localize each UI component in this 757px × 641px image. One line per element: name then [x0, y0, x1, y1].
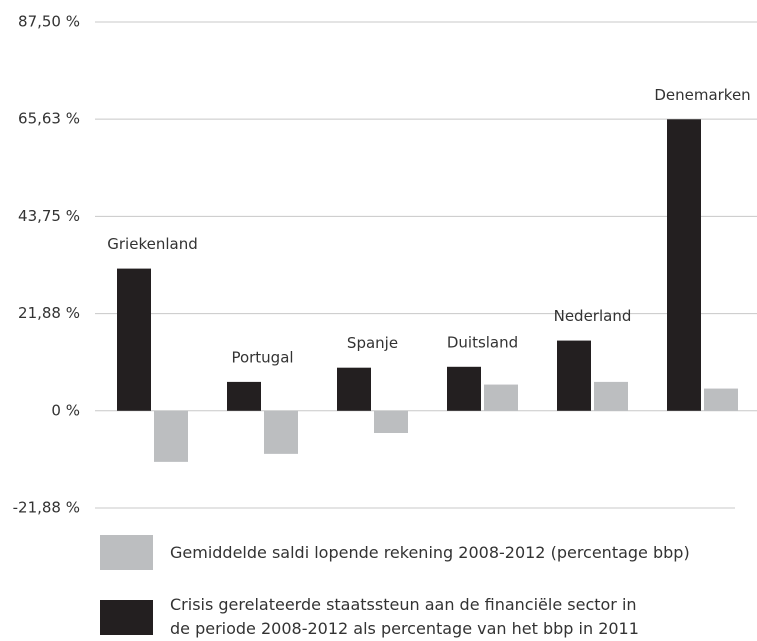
y-tick-label: -21,88 % — [13, 499, 80, 517]
y-tick-label: 21,88 % — [18, 304, 80, 322]
legend-label: Gemiddelde saldi lopende rekening 2008-2… — [170, 542, 690, 562]
legend-swatch — [100, 535, 153, 570]
legend-item: Gemiddelde saldi lopende rekening 2008-2… — [100, 535, 757, 570]
category-label: Portugal — [231, 348, 293, 366]
category-label: Nederland — [554, 307, 632, 325]
legend-item: Crisis gerelateerde staatssteun aan de f… — [100, 593, 660, 641]
bar — [704, 388, 738, 411]
bar — [154, 410, 188, 462]
bar — [374, 410, 408, 433]
y-tick-label: 43,75 % — [18, 207, 80, 225]
y-tick-label: 65,63 % — [18, 110, 80, 128]
bar — [557, 340, 591, 411]
bar — [594, 381, 628, 411]
bar — [337, 367, 371, 411]
bar — [117, 268, 151, 411]
bar — [484, 384, 518, 411]
y-tick-label: 0 % — [51, 401, 80, 419]
category-label: Denemarken — [654, 86, 750, 104]
legend-label: Crisis gerelateerde staatssteun aan de f… — [170, 595, 639, 638]
chart: -21,88 % 0 % 21,88 % 43,75 % 65,63 % 87,50 % G… — [13, 13, 757, 517]
bar — [227, 381, 261, 411]
bar — [264, 410, 298, 454]
bar — [667, 119, 701, 411]
y-tick-label: 87,50 % — [18, 13, 80, 31]
category-label: Griekenland — [107, 235, 197, 253]
category-label: Duitsland — [447, 333, 518, 351]
bar — [447, 366, 481, 411]
legend-swatch — [100, 599, 153, 635]
category-label: Spanje — [347, 334, 398, 352]
